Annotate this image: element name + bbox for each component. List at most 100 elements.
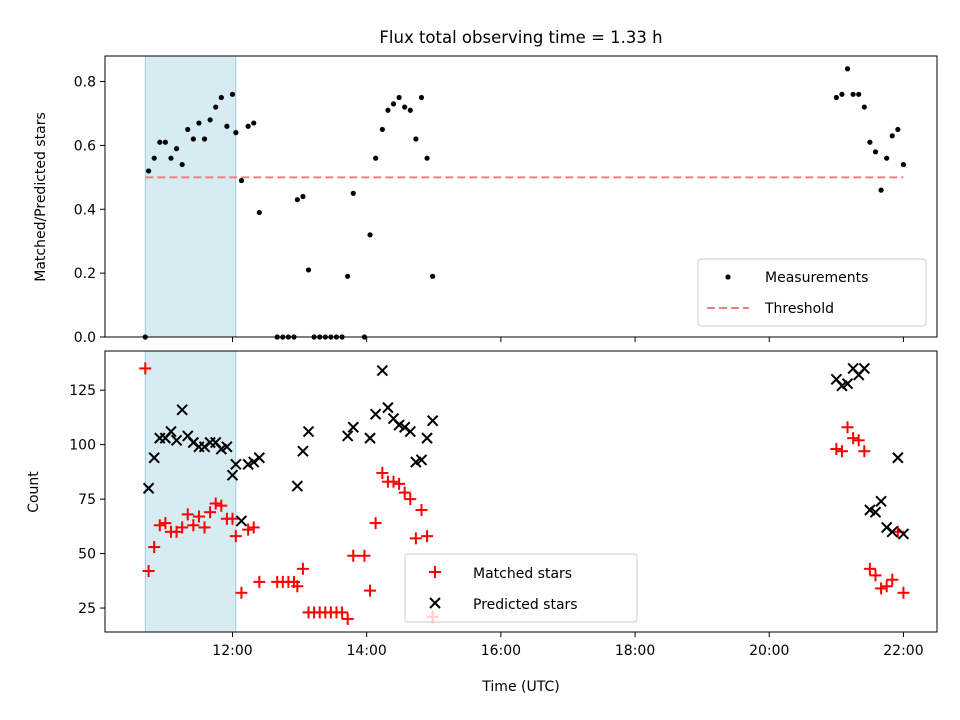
matched-stars-point <box>364 584 377 597</box>
measurements-point <box>867 139 873 145</box>
matched-stars-point <box>398 486 411 499</box>
measurements-point <box>207 117 213 123</box>
matched-stars-point <box>181 508 194 521</box>
measurements-point <box>146 168 152 174</box>
x-tick-label: 14:00 <box>346 643 386 659</box>
predicted-stars-point <box>170 434 183 447</box>
measurements-point <box>224 123 230 129</box>
legend-label-matched-stars: Matched stars <box>473 566 572 582</box>
matched-stars-point <box>198 521 211 534</box>
predicted-stars-point <box>426 414 439 427</box>
measurements-point <box>413 136 419 142</box>
matched-stars-point <box>415 504 428 517</box>
measurements-point <box>245 123 251 129</box>
x-axis-label: Time (UTC) <box>481 679 559 695</box>
predicted-stars-point <box>297 445 309 457</box>
measurements-point <box>367 232 373 238</box>
measurements-point <box>173 146 180 152</box>
matched-stars-point <box>358 549 371 562</box>
matched-stars-point <box>858 445 871 458</box>
measurements-point <box>151 155 157 161</box>
bottom-legend-box <box>404 553 638 623</box>
measurements-point <box>861 104 867 110</box>
predicted-stars-point <box>897 528 910 540</box>
matched-stars-point <box>869 569 882 582</box>
measurements-point <box>884 155 890 161</box>
matched-stars-point <box>226 512 239 525</box>
matched-stars-point <box>253 575 266 588</box>
matched-stars-point <box>404 493 417 506</box>
measurements-point <box>833 94 839 101</box>
matched-stars-point <box>192 510 205 523</box>
predicted-stars-point <box>302 425 315 438</box>
matched-stars-point <box>229 530 242 543</box>
measurements-point <box>407 107 413 113</box>
measurements-point <box>895 126 901 133</box>
matched-stars-point <box>204 506 217 519</box>
matched-stars-point <box>852 434 865 447</box>
matched-stars-point <box>187 519 200 532</box>
bottom-y-tick-label: 75 <box>78 492 96 508</box>
matched-stars-point <box>215 499 228 512</box>
legend-label-predicted-stars: Predicted stars <box>473 597 578 613</box>
predicted-stars-point <box>369 408 382 420</box>
matched-stars-point <box>139 362 152 375</box>
measurements-point <box>256 209 262 216</box>
matched-stars-point <box>886 573 899 586</box>
measurements-point <box>424 155 430 161</box>
matched-stars-point <box>393 477 406 490</box>
matched-stars-point <box>242 523 255 536</box>
predicted-stars-point <box>841 377 854 390</box>
x-tick-label: 12:00 <box>212 643 252 659</box>
measurements-point <box>839 91 845 97</box>
matched-stars-point <box>880 580 893 593</box>
bottom-y-tick-label: 50 <box>78 547 96 563</box>
x-tick-label: 16:00 <box>481 643 521 659</box>
measurements-point <box>350 190 356 196</box>
measurements-point <box>300 193 306 200</box>
predicted-stars-point <box>421 432 433 444</box>
matched-stars-point <box>830 443 843 456</box>
x-tick-label: 20:00 <box>749 643 789 659</box>
matched-stars-point <box>841 421 854 434</box>
predicted-stars-point <box>376 364 389 377</box>
predicted-stars-point <box>165 425 177 438</box>
measurements-point <box>379 126 385 133</box>
measurements-point <box>878 187 884 193</box>
measurements-point <box>418 94 425 101</box>
measurements-point <box>856 91 862 97</box>
bottom-y-axis-label: Count <box>26 471 42 513</box>
top-y-axis-label: Matched/Predicted stars <box>33 112 49 282</box>
x-tick-label: 18:00 <box>615 643 655 659</box>
matched-stars-point <box>875 582 888 595</box>
bottom-shaded-interval <box>144 350 237 633</box>
measurements-point <box>218 94 224 101</box>
matched-stars-point <box>235 586 248 599</box>
top-shaded-interval <box>144 55 237 338</box>
predicted-stars-point <box>176 404 188 416</box>
measurements-point <box>844 66 851 72</box>
matched-stars-point <box>835 445 848 458</box>
matched-stars-point <box>376 466 389 479</box>
matched-stars-point <box>847 432 860 445</box>
top-y-tick-label: 0.8 <box>74 75 96 91</box>
predicted-stars-point <box>341 430 354 442</box>
predicted-stars-point <box>142 482 155 494</box>
measurements-point <box>229 91 236 97</box>
predicted-stars-point <box>221 441 233 453</box>
measurements-point <box>185 126 191 133</box>
chart-title: Flux total observing time = 1.33 h <box>379 28 662 47</box>
measurements-point <box>190 136 196 142</box>
predicted-stars-point <box>148 452 160 464</box>
matched-stars-point <box>341 612 354 625</box>
matched-stars-point <box>142 565 155 578</box>
measurements-point <box>390 101 397 107</box>
predicted-stars-point <box>347 421 359 433</box>
matched-stars-point <box>409 532 422 545</box>
predicted-stars-point <box>230 458 242 470</box>
matched-stars-point <box>369 517 382 530</box>
measurements-point <box>251 120 257 126</box>
legend-marker-predicted-stars <box>429 597 441 609</box>
top-y-tick-label: 0.0 <box>74 330 96 346</box>
